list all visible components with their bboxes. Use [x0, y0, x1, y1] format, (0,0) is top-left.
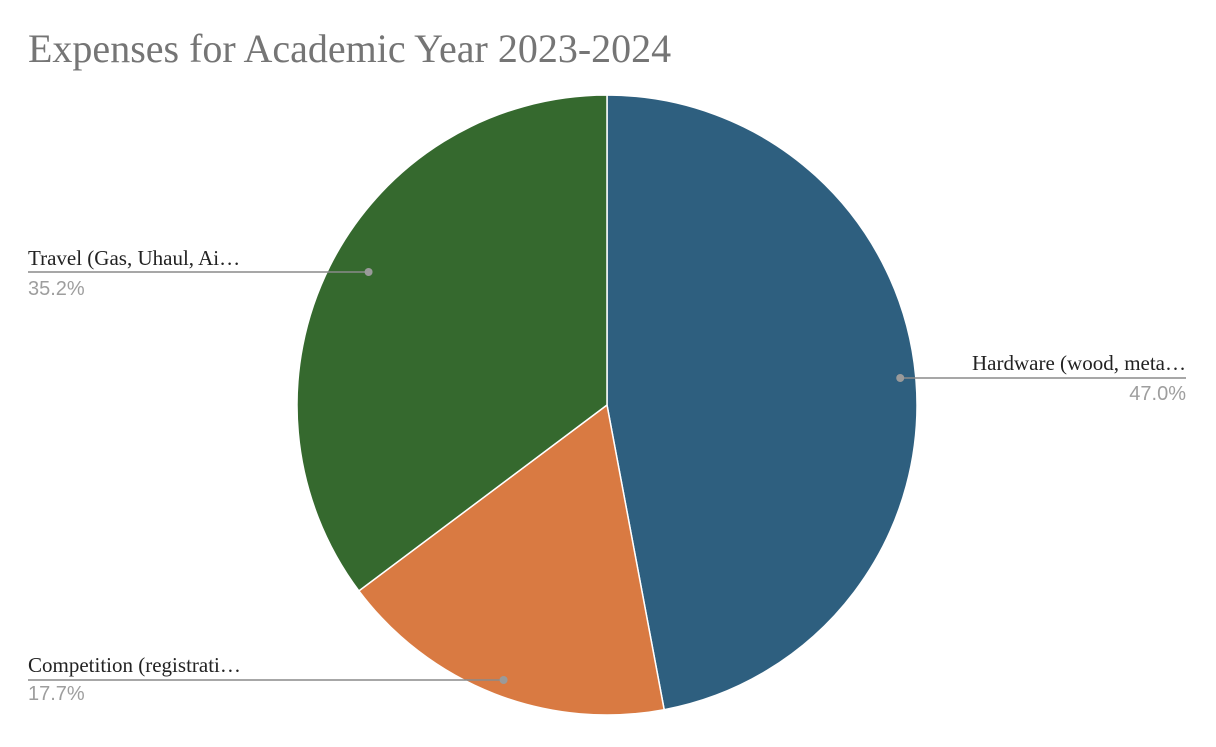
pie-slice — [606, 94, 918, 711]
pie-slice — [296, 94, 608, 592]
pie-slices — [296, 94, 918, 716]
slice-percent-label: 47.0% — [1129, 383, 1186, 405]
slice-label: Hardware (wood, meta… — [972, 351, 1186, 375]
leader-dot — [364, 268, 373, 276]
slice-percent-label: 35.2% — [28, 278, 85, 300]
leader-dot — [896, 374, 905, 382]
slice-label: Travel (Gas, Uhaul, Ai… — [28, 246, 240, 270]
pie-slice — [358, 404, 665, 716]
pie-labels: Hardware (wood, meta… 47.0% Competition (r… — [28, 246, 1186, 705]
slice-label: Competition (registrati… — [28, 653, 241, 677]
slice-percent-label: 17.7% — [28, 683, 85, 705]
chart-title: Expenses for Academic Year 2023-2024 — [28, 26, 671, 71]
leader-dot — [499, 676, 508, 684]
